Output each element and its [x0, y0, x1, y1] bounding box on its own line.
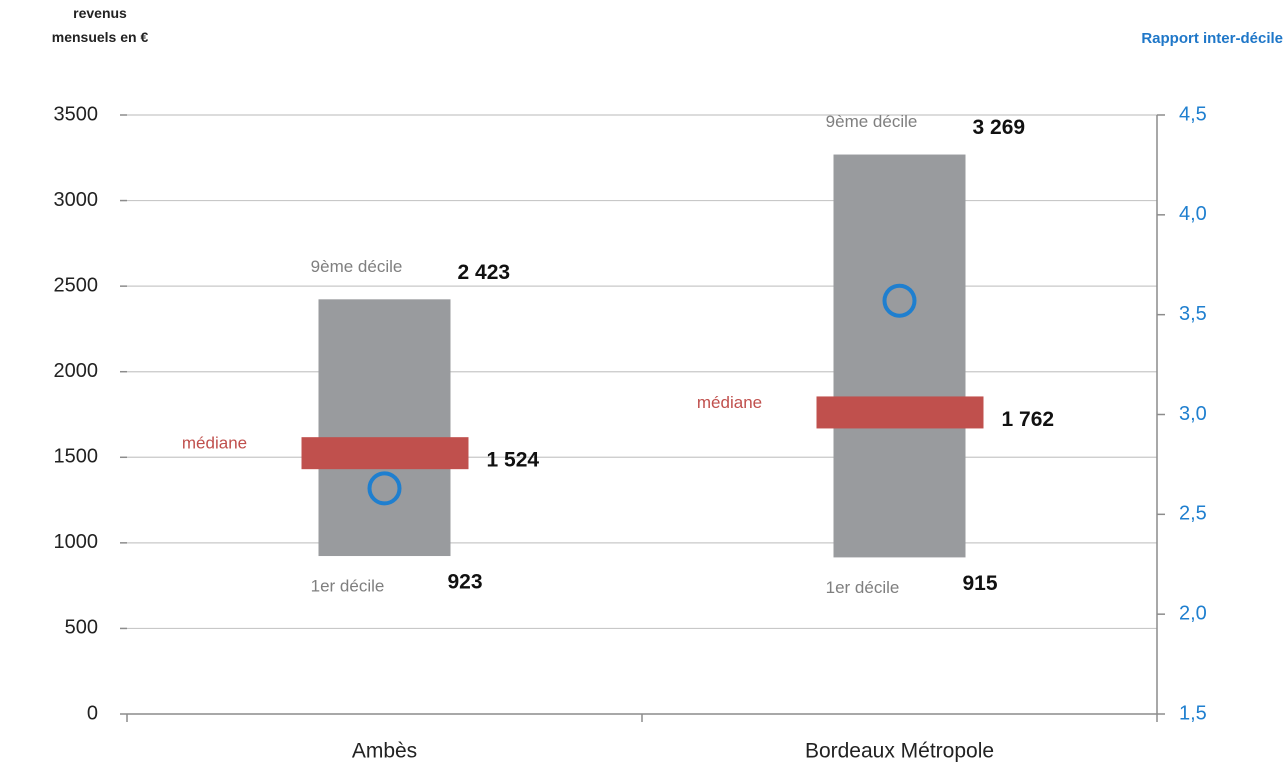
decile-1-value: 915: [963, 572, 998, 595]
y-axis-title: revenus mensuels en €: [52, 5, 149, 45]
x-tick-label: Ambès: [352, 740, 417, 763]
y-tick-label: 2500: [54, 274, 99, 296]
decile-9-label: 9ème décile: [826, 112, 918, 131]
y-tick-label: 3500: [54, 103, 99, 125]
decile-9-label: 9ème décile: [311, 257, 403, 276]
y-tick-label: 2000: [54, 360, 99, 382]
median-value: 1 762: [1002, 408, 1055, 431]
y2-tick-label: 2,5: [1179, 503, 1207, 525]
y-tick-label: 1000: [54, 531, 99, 553]
decile-9-value: 3 269: [973, 116, 1026, 139]
median-bar: [816, 396, 984, 429]
x-tick-label: Bordeaux Métropole: [805, 740, 994, 763]
ratio-marker: [882, 283, 917, 318]
decile-1-value: 923: [448, 571, 483, 594]
y2-tick-label: 2,0: [1179, 602, 1207, 624]
decile-bar: [833, 154, 966, 558]
y2-axis-title: Rapport inter-décile: [1141, 30, 1283, 47]
y-tick-label: 1500: [54, 446, 99, 468]
median-value: 1 524: [487, 449, 540, 472]
ratio-marker: [367, 471, 402, 506]
y2-tick-label: 3,0: [1179, 403, 1207, 425]
median-bar: [301, 437, 469, 470]
y-tick-label: 0: [87, 702, 98, 724]
decile-9-value: 2 423: [458, 261, 511, 284]
median-label: médiane: [182, 434, 247, 453]
y2-tick-label: 4,0: [1179, 203, 1207, 225]
y-tick-label: 3000: [54, 189, 99, 211]
y-tick-label: 500: [65, 617, 98, 639]
decile-bar: [318, 299, 451, 557]
y2-tick-label: 4,5: [1179, 103, 1207, 125]
y2-tick-label: 3,5: [1179, 303, 1207, 325]
decile-1-label: 1er décile: [311, 577, 385, 596]
decile-1-label: 1er décile: [826, 578, 900, 597]
y2-tick-label: 1,5: [1179, 702, 1207, 724]
median-label: médiane: [697, 393, 762, 412]
